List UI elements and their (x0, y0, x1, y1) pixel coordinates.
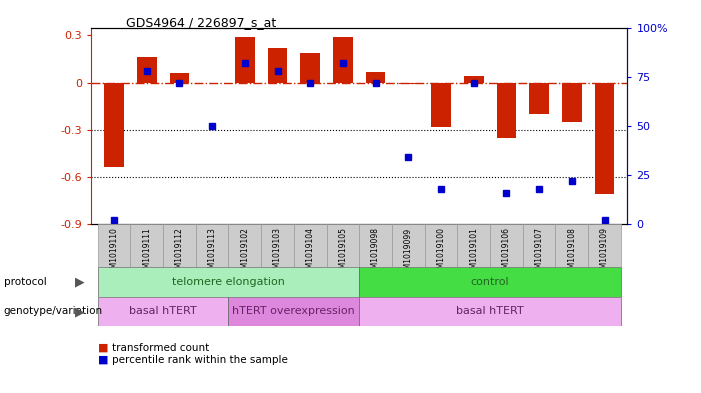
Bar (97, 267, 360, 297)
Text: GSM1019112: GSM1019112 (175, 228, 184, 278)
Bar (588, 224, 621, 267)
Bar (490, 224, 523, 267)
Text: GSM1019102: GSM1019102 (240, 228, 250, 278)
Text: basal hTERT: basal hTERT (456, 307, 524, 316)
Bar (562, 83, 582, 122)
Bar (170, 73, 189, 83)
Bar (327, 224, 360, 267)
Text: GSM1019111: GSM1019111 (142, 228, 151, 278)
Text: GSM1019105: GSM1019105 (339, 228, 348, 279)
Text: GSM1019106: GSM1019106 (502, 228, 511, 279)
Text: protocol: protocol (4, 277, 46, 287)
Text: ▶: ▶ (74, 275, 84, 288)
Text: GSM1019101: GSM1019101 (469, 228, 478, 278)
Text: ▶: ▶ (74, 305, 84, 318)
Text: control: control (471, 277, 510, 287)
Bar (529, 83, 549, 114)
Text: GSM1019113: GSM1019113 (207, 228, 217, 278)
Bar (130, 224, 163, 267)
Text: GSM1019099: GSM1019099 (404, 228, 413, 279)
Bar (301, 53, 320, 83)
Bar (360, 224, 392, 267)
Bar (97, 297, 229, 326)
Bar (392, 224, 425, 267)
Text: genotype/variation: genotype/variation (4, 307, 102, 316)
Bar (294, 224, 327, 267)
Text: GSM1019098: GSM1019098 (371, 228, 380, 279)
Bar (360, 297, 621, 326)
Bar (196, 224, 229, 267)
Bar (425, 224, 457, 267)
Bar (163, 224, 196, 267)
Text: GDS4964 / 226897_s_at: GDS4964 / 226897_s_at (126, 16, 276, 29)
Bar (457, 224, 490, 267)
Bar (496, 83, 516, 138)
Text: ■: ■ (98, 343, 109, 353)
Bar (104, 83, 124, 167)
Bar (594, 83, 614, 194)
Bar (555, 224, 588, 267)
Text: telomere elongation: telomere elongation (172, 277, 285, 287)
Bar (523, 224, 555, 267)
Bar (229, 297, 360, 326)
Bar (366, 72, 386, 83)
Bar (333, 37, 353, 83)
Bar (261, 224, 294, 267)
Bar (268, 48, 287, 83)
Text: hTERT overexpression: hTERT overexpression (233, 307, 355, 316)
Text: basal hTERT: basal hTERT (129, 307, 197, 316)
Text: GSM1019108: GSM1019108 (567, 228, 576, 278)
Bar (229, 224, 261, 267)
Text: GSM1019100: GSM1019100 (437, 228, 446, 279)
Text: GSM1019104: GSM1019104 (306, 228, 315, 279)
Bar (235, 37, 254, 83)
Bar (464, 76, 484, 83)
Text: transformed count: transformed count (112, 343, 210, 353)
Text: percentile rank within the sample: percentile rank within the sample (112, 354, 288, 365)
Text: GSM1019109: GSM1019109 (600, 228, 609, 279)
Bar (360, 267, 621, 297)
Bar (431, 83, 451, 127)
Text: GSM1019110: GSM1019110 (109, 228, 118, 278)
Bar (137, 57, 156, 83)
Text: GSM1019103: GSM1019103 (273, 228, 282, 279)
Bar (398, 83, 418, 84)
Bar (97, 224, 130, 267)
Text: ■: ■ (98, 354, 109, 365)
Text: GSM1019107: GSM1019107 (535, 228, 543, 279)
